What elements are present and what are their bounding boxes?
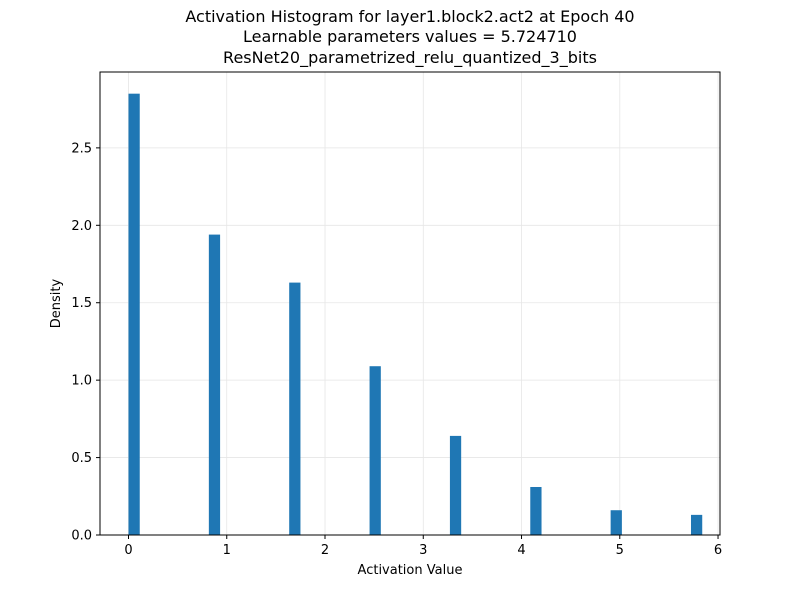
x-tick-label-0: 0	[124, 543, 132, 558]
histogram-bar-3	[369, 366, 381, 535]
x-tick-label-6: 6	[714, 543, 722, 558]
x-tick-label-1: 1	[223, 543, 231, 558]
x-tick-label-3: 3	[419, 543, 427, 558]
histogram-bar-1	[208, 234, 221, 535]
y-tick-label-3: 1.5	[71, 296, 92, 311]
axis-ticks: 0 1 2 3 4 5 6 0.0 0.5 1.0 1.5 2.0 2.5	[71, 141, 722, 558]
y-axis-label: Density	[49, 278, 64, 328]
chart-title-line-2: Learnable parameters values = 5.724710	[243, 27, 577, 46]
y-tick-label-1: 0.5	[71, 451, 92, 466]
histogram-bar-7	[690, 514, 703, 535]
y-tick-label-2: 1.0	[71, 374, 92, 389]
histogram-bars	[128, 93, 703, 536]
histogram-bar-6	[610, 510, 622, 535]
x-tick-label-5: 5	[616, 543, 624, 558]
x-axis-label: Activation Value	[358, 563, 463, 578]
y-tick-label-5: 2.5	[71, 141, 92, 156]
chart-title-line-3: ResNet20_parametrized_relu_quantized_3_b…	[223, 48, 597, 67]
histogram-bar-2	[289, 282, 301, 535]
x-tick-label-2: 2	[321, 543, 329, 558]
chart-title-line-1: Activation Histogram for layer1.block2.a…	[185, 7, 635, 26]
histogram-bar-5	[530, 486, 542, 535]
y-tick-label-0: 0.0	[71, 529, 92, 544]
histogram-bar-4	[449, 435, 462, 535]
y-tick-label-4: 2.0	[71, 219, 92, 234]
plot-frame	[99, 71, 721, 536]
grid-lines	[100, 72, 720, 536]
x-tick-label-4: 4	[517, 543, 525, 558]
histogram-bar-0	[128, 93, 140, 536]
